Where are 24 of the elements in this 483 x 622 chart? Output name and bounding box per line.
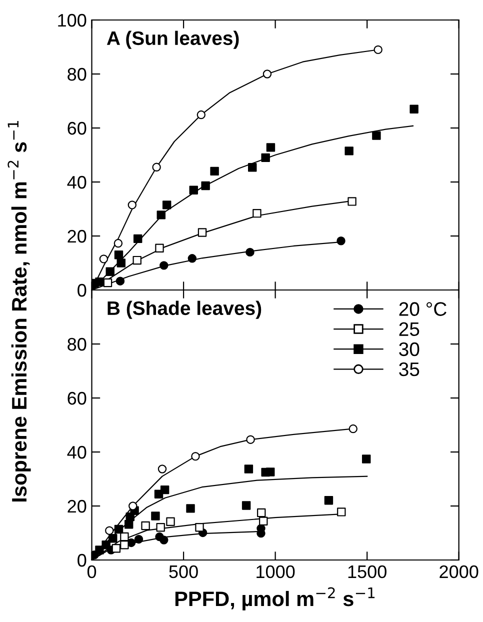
y-tick-label: 80 [68, 338, 86, 351]
y-tick-label: 100 [58, 14, 86, 27]
legend-label: 20 °C [399, 302, 446, 316]
legend-label: 30 [399, 342, 420, 356]
y-tick-label: 60 [68, 122, 86, 135]
y-tick-label: 20 [68, 230, 86, 243]
x-tick-label: 0 [87, 565, 96, 578]
x-axis-title: PPFD, µmol m$^{−2}$ s$^{−1}$ [175, 587, 375, 610]
y-tick-label: 40 [67, 446, 86, 459]
x-tick-label: 1000 [256, 565, 295, 578]
y-axis-title: Isoprene Emission Rate, nmol m$^{−2}$ s$^{−1}$ [8, 121, 31, 502]
x-tick-label: 500 [169, 565, 198, 578]
y-tick-label: 20 [68, 500, 86, 513]
y-tick-label: 60 [68, 392, 86, 405]
text: B (Shade leaves) [108, 300, 262, 319]
legend-label: 25 [399, 322, 420, 336]
legend-label: 35 [399, 362, 420, 376]
y-tick-label: 0 [78, 554, 86, 567]
y-tick-label: 80 [68, 68, 86, 81]
x-tick-label: 2000 [440, 565, 478, 578]
y-tick-label: 40 [67, 176, 86, 189]
text: A (Sun leaves) [106, 30, 239, 49]
y-tick-label: 0 [78, 284, 86, 297]
x-tick-label: 1500 [348, 565, 386, 578]
